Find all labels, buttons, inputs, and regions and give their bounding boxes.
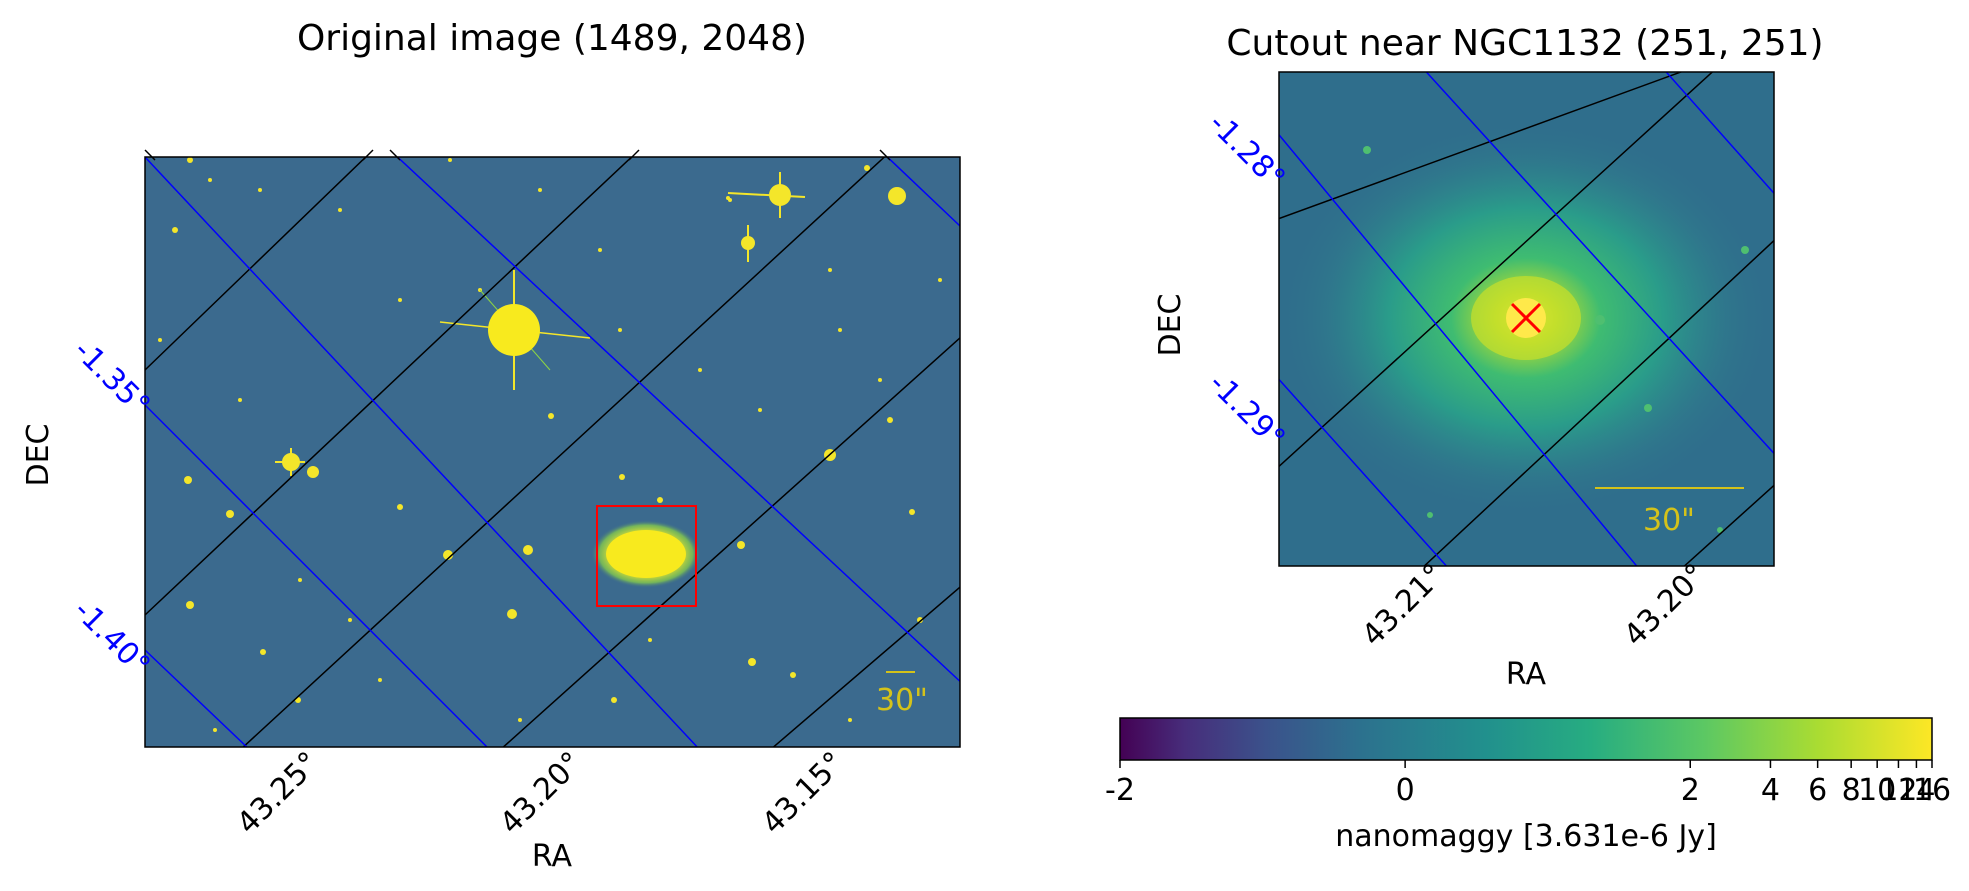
colorbar-tick-label: 12 bbox=[1879, 773, 1917, 808]
left-xlabel: RA bbox=[532, 839, 573, 874]
right-ra-grid bbox=[1279, 72, 1774, 566]
colorbar-tick-label: 4 bbox=[1761, 773, 1780, 808]
left-ra-tick-3: 43.15° bbox=[755, 745, 851, 841]
right-scalebar-label: 30" bbox=[1643, 503, 1695, 538]
colorbar bbox=[1119, 717, 1933, 761]
left-dec-tick-1: -1.35° bbox=[67, 333, 157, 423]
right-ylabel: DEC bbox=[1153, 293, 1188, 356]
colorbar-tick-label: 14 bbox=[1897, 773, 1935, 808]
colorbar-tick-label: 0 bbox=[1396, 773, 1415, 808]
left-dec-grid bbox=[145, 157, 960, 747]
right-ra-tick-1: 43.21° bbox=[1355, 557, 1451, 653]
colorbar-tick-label: 8 bbox=[1842, 773, 1861, 808]
left-dec-tick-2: -1.40° bbox=[67, 593, 157, 683]
left-ra-grid bbox=[145, 157, 960, 747]
left-ra-tick-1: 43.25° bbox=[230, 745, 326, 841]
left-panel-title: Original image (1489, 2048) bbox=[297, 18, 807, 59]
right-panel-title: Cutout near NGC1132 (251, 251) bbox=[1226, 23, 1823, 64]
colorbar-tick-label: -2 bbox=[1105, 773, 1135, 808]
left-ylabel: DEC bbox=[21, 423, 56, 486]
colorbar-tick-label: 10 bbox=[1858, 773, 1896, 808]
cutout-box bbox=[596, 505, 697, 607]
left-bright-star bbox=[275, 172, 806, 476]
left-image bbox=[145, 157, 960, 747]
left-scalebar-label: 30" bbox=[876, 683, 928, 718]
right-dec-grid bbox=[1279, 72, 1774, 566]
colorbar-label: nanomaggy [3.631e-6 Jy] bbox=[1335, 819, 1717, 854]
right-faint-sources bbox=[1363, 146, 1749, 533]
left-ra-tick-2: 43.20° bbox=[493, 745, 589, 841]
right-xlabel: RA bbox=[1506, 657, 1547, 692]
right-ra-tick-2: 43.20° bbox=[1617, 557, 1713, 653]
colorbar-tick-label: 6 bbox=[1808, 773, 1827, 808]
colorbar-tick-label: 2 bbox=[1681, 773, 1700, 808]
left-ra-tick-marks bbox=[144, 149, 891, 161]
right-image bbox=[1279, 72, 1774, 566]
galaxy-center-marker bbox=[1510, 302, 1542, 334]
colorbar-tick-label: 16 bbox=[1913, 773, 1951, 808]
